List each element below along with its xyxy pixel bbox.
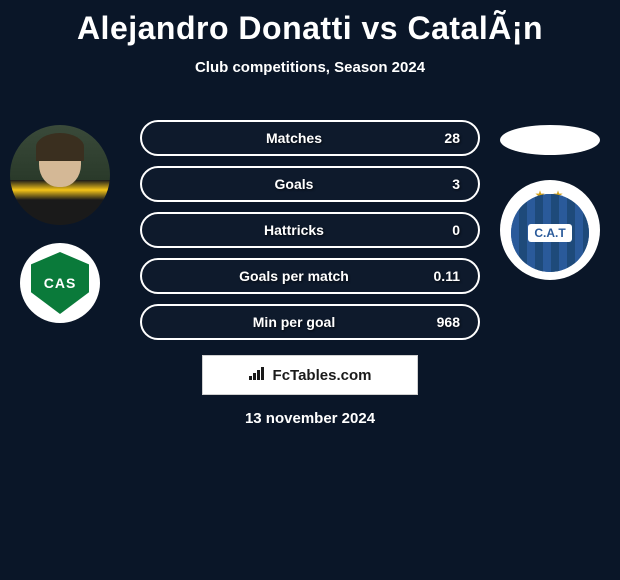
page-title: Alejandro Donatti vs CatalÃ¡n — [0, 10, 620, 47]
stat-label: Matches — [160, 130, 428, 146]
main-container: Alejandro Donatti vs CatalÃ¡n Club compe… — [0, 0, 620, 76]
stat-value: 0 — [428, 222, 460, 238]
date-label: 13 november 2024 — [0, 410, 620, 427]
player-avatar-left — [10, 125, 110, 225]
stat-value: 968 — [428, 314, 460, 330]
right-column: ★ ★ C.A.T — [500, 125, 600, 280]
left-club-abbr: CAS — [44, 275, 77, 291]
chart-icon — [249, 366, 267, 385]
brand-text: FcTables.com — [273, 367, 372, 384]
stat-row-min-per-goal: Min per goal 968 — [140, 304, 480, 340]
club-badge-right: ★ ★ C.A.T — [500, 180, 600, 280]
left-column: CAS — [10, 125, 110, 323]
stat-label: Hattricks — [160, 222, 428, 238]
brand-badge: FcTables.com — [202, 355, 418, 395]
page-subtitle: Club competitions, Season 2024 — [0, 59, 620, 76]
stat-row-matches: Matches 28 — [140, 120, 480, 156]
stat-value: 0.11 — [428, 268, 460, 284]
stat-value: 3 — [428, 176, 460, 192]
stat-label: Goals — [160, 176, 428, 192]
stat-label: Min per goal — [160, 314, 428, 330]
right-club-abbr: C.A.T — [528, 224, 571, 242]
stat-value: 28 — [428, 130, 460, 146]
stat-row-goals-per-match: Goals per match 0.11 — [140, 258, 480, 294]
stats-list: Matches 28 Goals 3 Hattricks 0 Goals per… — [140, 120, 480, 350]
cat-inner-circle: C.A.T — [511, 194, 589, 272]
cas-shield-icon: CAS — [31, 252, 89, 314]
stat-row-goals: Goals 3 — [140, 166, 480, 202]
stat-row-hattricks: Hattricks 0 — [140, 212, 480, 248]
club-badge-left: CAS — [20, 243, 100, 323]
stat-label: Goals per match — [160, 268, 428, 284]
player-avatar-right-placeholder — [500, 125, 600, 155]
